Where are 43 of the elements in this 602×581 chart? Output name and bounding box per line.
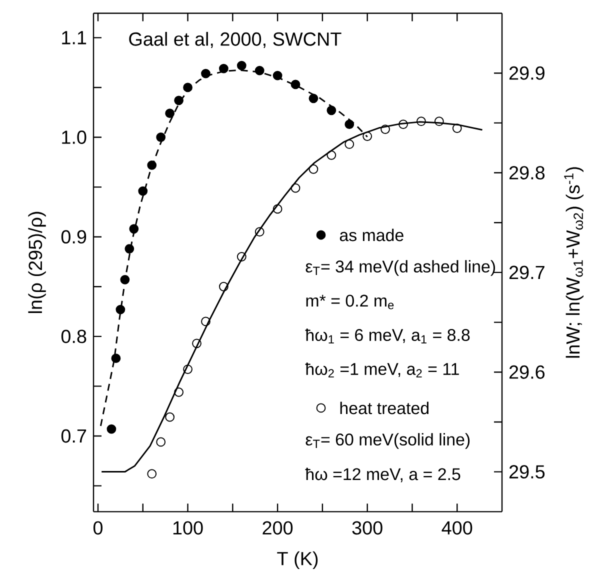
point bbox=[174, 96, 184, 106]
point bbox=[106, 424, 116, 434]
y-tick-label: 0.9 bbox=[61, 230, 86, 244]
annotation: ε$_{T}$= 60 meV(solid line) bbox=[306, 433, 470, 449]
x-tick-label: 200 bbox=[262, 521, 293, 535]
point bbox=[165, 108, 175, 118]
y2-tick-label: 29.7 bbox=[509, 266, 544, 280]
point bbox=[111, 354, 121, 364]
legend-label: as made bbox=[340, 228, 404, 242]
point bbox=[308, 94, 318, 104]
annotation: ħω =12 meV, a = 2.5 bbox=[305, 468, 460, 482]
annotation: m* = 0.2 m$_{e}$ bbox=[306, 294, 394, 310]
legend-label: heat treated bbox=[340, 402, 428, 414]
point bbox=[236, 60, 246, 70]
point bbox=[116, 304, 126, 314]
point bbox=[218, 64, 228, 74]
y2-tick-label: 29.9 bbox=[509, 66, 544, 80]
point bbox=[129, 224, 139, 234]
y-tick-label: 0.7 bbox=[61, 429, 86, 443]
annotation: ε$_{T}$= 34 meV(d ashed line) bbox=[306, 260, 495, 276]
y-tick-label: 1.1 bbox=[62, 31, 86, 44]
point bbox=[147, 469, 157, 479]
y-tick-label: 1.0 bbox=[62, 130, 86, 144]
x-tick-label: 100 bbox=[173, 521, 203, 535]
annotation: Gaal et al, 2000, SWCNT bbox=[129, 32, 342, 48]
y2-tick-label: 29.5 bbox=[509, 465, 545, 479]
point bbox=[124, 244, 134, 254]
x-tick-label: 300 bbox=[352, 521, 382, 535]
y2-axis-title: lnW; ln(W$_{ω1}$+W$_{ω2}$) (s$^{-1}$) bbox=[564, 167, 584, 358]
point bbox=[138, 186, 148, 196]
annotation: ħω$_{2}$ =1 meV, a$_{2}$ = 11 bbox=[305, 362, 459, 378]
x-tick-label: 400 bbox=[442, 521, 472, 535]
x-axis-title: T (K) bbox=[277, 551, 318, 570]
y2-tick-label: 29.6 bbox=[509, 365, 545, 379]
y-axis-title: ln(ρ (295)/ρ) bbox=[28, 212, 46, 313]
point bbox=[165, 412, 175, 422]
point bbox=[156, 132, 166, 142]
annotation: ħω$_{1}$ = 6 meV, a$_{1}$ = 8.8 bbox=[305, 328, 470, 344]
x-tick-label: 0 bbox=[93, 521, 103, 535]
y2-tick-label: 29.8 bbox=[509, 166, 545, 180]
point bbox=[344, 140, 354, 149]
y-tick-label: 0.8 bbox=[61, 330, 86, 344]
point bbox=[156, 437, 166, 447]
